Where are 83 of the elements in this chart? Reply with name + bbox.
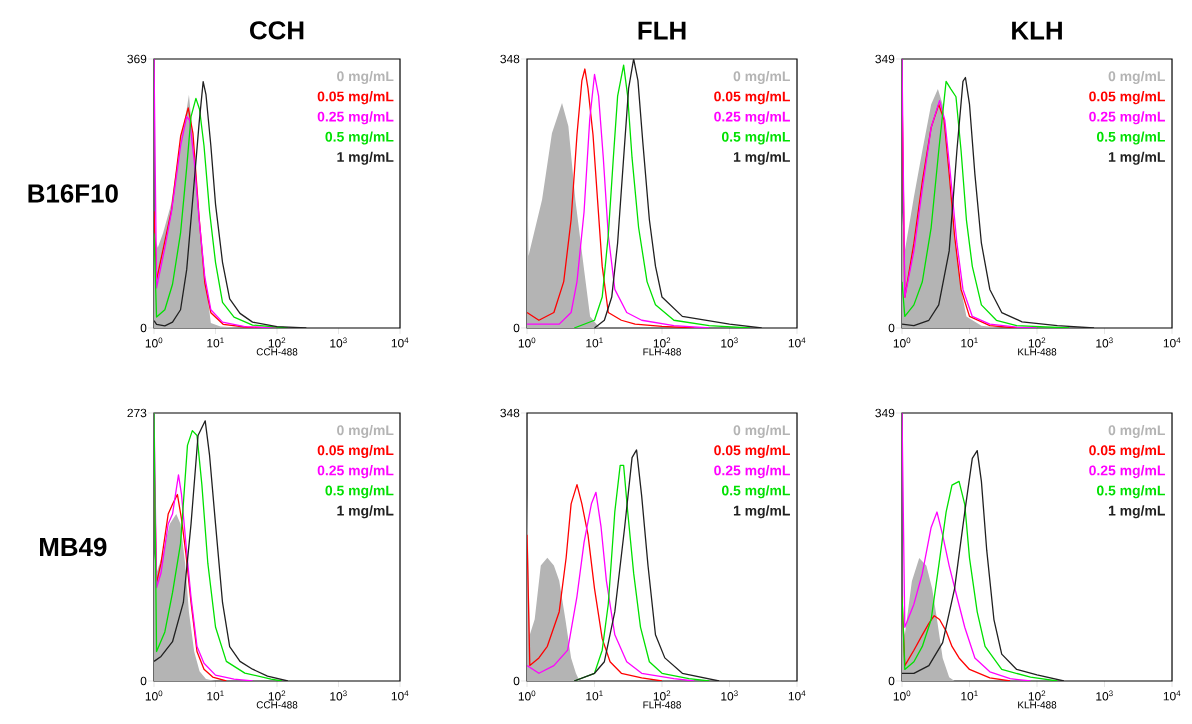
text: 0.05 mg/mL [317, 445, 394, 459]
x-tick-label: 10$^{1}$ [586, 690, 603, 701]
x-tick-label: 10$^{4}$ [1163, 690, 1181, 701]
text: 0.05 mg/mL [317, 91, 394, 105]
x-axis-title: KLH-488 [1018, 701, 1057, 709]
text: 1 mg/mL [337, 151, 394, 165]
x-axis-title: KLH-488 [1018, 348, 1057, 356]
x-tick-label: 10$^{3}$ [721, 337, 738, 348]
x-axis-title: FLH-488 [643, 348, 681, 356]
text: 0.25 mg/mL [317, 465, 394, 479]
x-tick-label: 10$^{3}$ [721, 690, 738, 701]
x-tick-label: 10$^{3}$ [1096, 690, 1113, 701]
x-tick-label: 10$^{1}$ [961, 337, 978, 348]
text: 0.25 mg/mL [714, 465, 790, 479]
text: 0.25 mg/mL [317, 111, 394, 125]
text: 0.5 mg/mL [721, 131, 790, 145]
text: 1 mg/mL [1108, 151, 1165, 165]
x-tick-label: 10$^{1}$ [586, 337, 603, 348]
y-tick-label: 0 [513, 676, 520, 686]
x-tick-label: 10$^{3}$ [330, 690, 347, 701]
chart-title: CCH [250, 21, 304, 40]
text: 0.5 mg/mL [325, 131, 394, 145]
chart-title: FLH [638, 21, 686, 40]
x-tick-label: 10$^{4}$ [788, 690, 806, 701]
y-tick-label: 273 [127, 408, 147, 418]
x-tick-label: 10$^{4}$ [788, 337, 806, 348]
x-tick-label: 10$^{2}$ [653, 337, 671, 348]
x-tick-label: 10$^{1}$ [961, 690, 978, 701]
text: 0.25 mg/mL [1089, 111, 1165, 125]
x-tick-label: 10$^{1}$ [207, 690, 224, 701]
x-tick-label: 10$^{1}$ [207, 337, 224, 348]
x-tick-label: 10$^{2}$ [268, 690, 286, 701]
y-tick-label: 0 [888, 676, 895, 686]
y-tick-label: 349 [875, 408, 895, 418]
text: 0.05 mg/mL [714, 91, 790, 105]
x-axis-title: FLH-488 [643, 701, 681, 709]
text: 0 mg/mL [733, 424, 790, 438]
x-tick-label: 10$^{3}$ [1096, 337, 1113, 348]
x-tick-label: 10$^{2}$ [268, 337, 286, 348]
text: 0.05 mg/mL [714, 445, 790, 459]
y-tick-label: 348 [500, 54, 520, 64]
text: 0.5 mg/mL [1096, 485, 1165, 499]
chart-title: KLH [1012, 21, 1062, 40]
text: 0 mg/mL [1108, 424, 1165, 438]
x-axis-title: CCH-488 [256, 348, 298, 356]
x-tick-label: 10$^{4}$ [391, 690, 409, 701]
text: 0.5 mg/mL [325, 485, 394, 499]
y-axis-title: B16F10 [28, 184, 118, 203]
y-tick-label: 349 [875, 54, 895, 64]
x-tick-label: 10$^{0}$ [518, 690, 536, 701]
y-axis-title: MB49 [40, 537, 107, 557]
text: 0.05 mg/mL [1089, 445, 1165, 459]
text: 0 mg/mL [337, 70, 394, 84]
x-tick-label: 10$^{0}$ [145, 337, 163, 348]
x-tick-label: 10$^{4}$ [391, 337, 409, 348]
y-tick-label: 0 [140, 323, 147, 333]
y-tick-label: 0 [888, 323, 895, 333]
x-tick-label: 10$^{3}$ [330, 337, 347, 348]
x-tick-label: 10$^{4}$ [1163, 337, 1181, 348]
x-axis-title: CCH-488 [256, 701, 298, 709]
y-tick-label: 0 [140, 676, 147, 686]
text: 0 mg/mL [337, 424, 394, 438]
text: 0.25 mg/mL [714, 111, 790, 125]
x-tick-label: 10$^{0}$ [518, 337, 536, 348]
text: 0.05 mg/mL [1089, 91, 1165, 105]
text: 1 mg/mL [733, 505, 790, 519]
x-tick-label: 10$^{0}$ [893, 337, 911, 348]
text: 1 mg/mL [733, 151, 790, 165]
y-tick-label: 0 [513, 323, 520, 333]
y-tick-label: 348 [500, 408, 520, 418]
x-tick-label: 10$^{2}$ [1028, 690, 1046, 701]
x-tick-label: 10$^{0}$ [145, 690, 163, 701]
x-tick-label: 10$^{2}$ [653, 690, 671, 701]
text: 0.25 mg/mL [1089, 465, 1165, 479]
y-tick-label: 369 [127, 54, 147, 64]
text: 0.5 mg/mL [1096, 131, 1165, 145]
text: 0 mg/mL [1108, 70, 1165, 84]
x-tick-label: 10$^{0}$ [893, 690, 911, 701]
text: 0 mg/mL [733, 70, 790, 84]
x-tick-label: 10$^{2}$ [1028, 337, 1046, 348]
text: 1 mg/mL [337, 505, 394, 519]
text: 1 mg/mL [1108, 505, 1165, 519]
text: 0.5 mg/mL [721, 485, 790, 499]
